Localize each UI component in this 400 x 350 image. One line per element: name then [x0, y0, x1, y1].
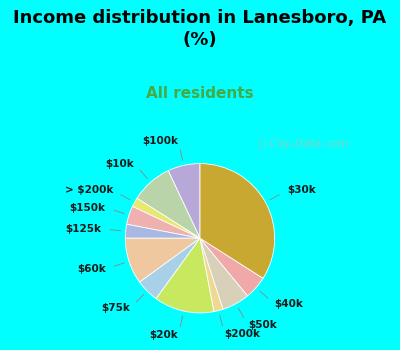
- Text: All residents: All residents: [146, 86, 254, 101]
- Text: $40k: $40k: [274, 299, 303, 309]
- Text: Income distribution in Lanesboro, PA
(%): Income distribution in Lanesboro, PA (%): [14, 9, 386, 49]
- Text: $150k: $150k: [70, 203, 106, 212]
- Wedge shape: [200, 163, 275, 278]
- Text: $60k: $60k: [77, 264, 106, 274]
- Text: $50k: $50k: [248, 320, 276, 330]
- Text: $200k: $200k: [225, 329, 261, 340]
- Wedge shape: [168, 163, 200, 238]
- Text: $10k: $10k: [106, 159, 134, 169]
- Wedge shape: [140, 238, 200, 299]
- Wedge shape: [125, 238, 200, 282]
- Wedge shape: [125, 224, 200, 238]
- Text: ⓘ City-Data.com: ⓘ City-Data.com: [259, 139, 349, 149]
- Wedge shape: [200, 238, 223, 312]
- Wedge shape: [132, 198, 200, 238]
- Text: $75k: $75k: [101, 303, 130, 314]
- Text: $125k: $125k: [65, 224, 101, 234]
- Text: $20k: $20k: [150, 330, 178, 340]
- Text: > $200k: > $200k: [65, 186, 113, 195]
- Wedge shape: [200, 238, 248, 309]
- Text: $30k: $30k: [287, 186, 316, 195]
- Wedge shape: [127, 206, 200, 238]
- Wedge shape: [137, 171, 200, 238]
- Wedge shape: [200, 238, 263, 296]
- Wedge shape: [156, 238, 214, 313]
- Text: $100k: $100k: [142, 136, 178, 146]
